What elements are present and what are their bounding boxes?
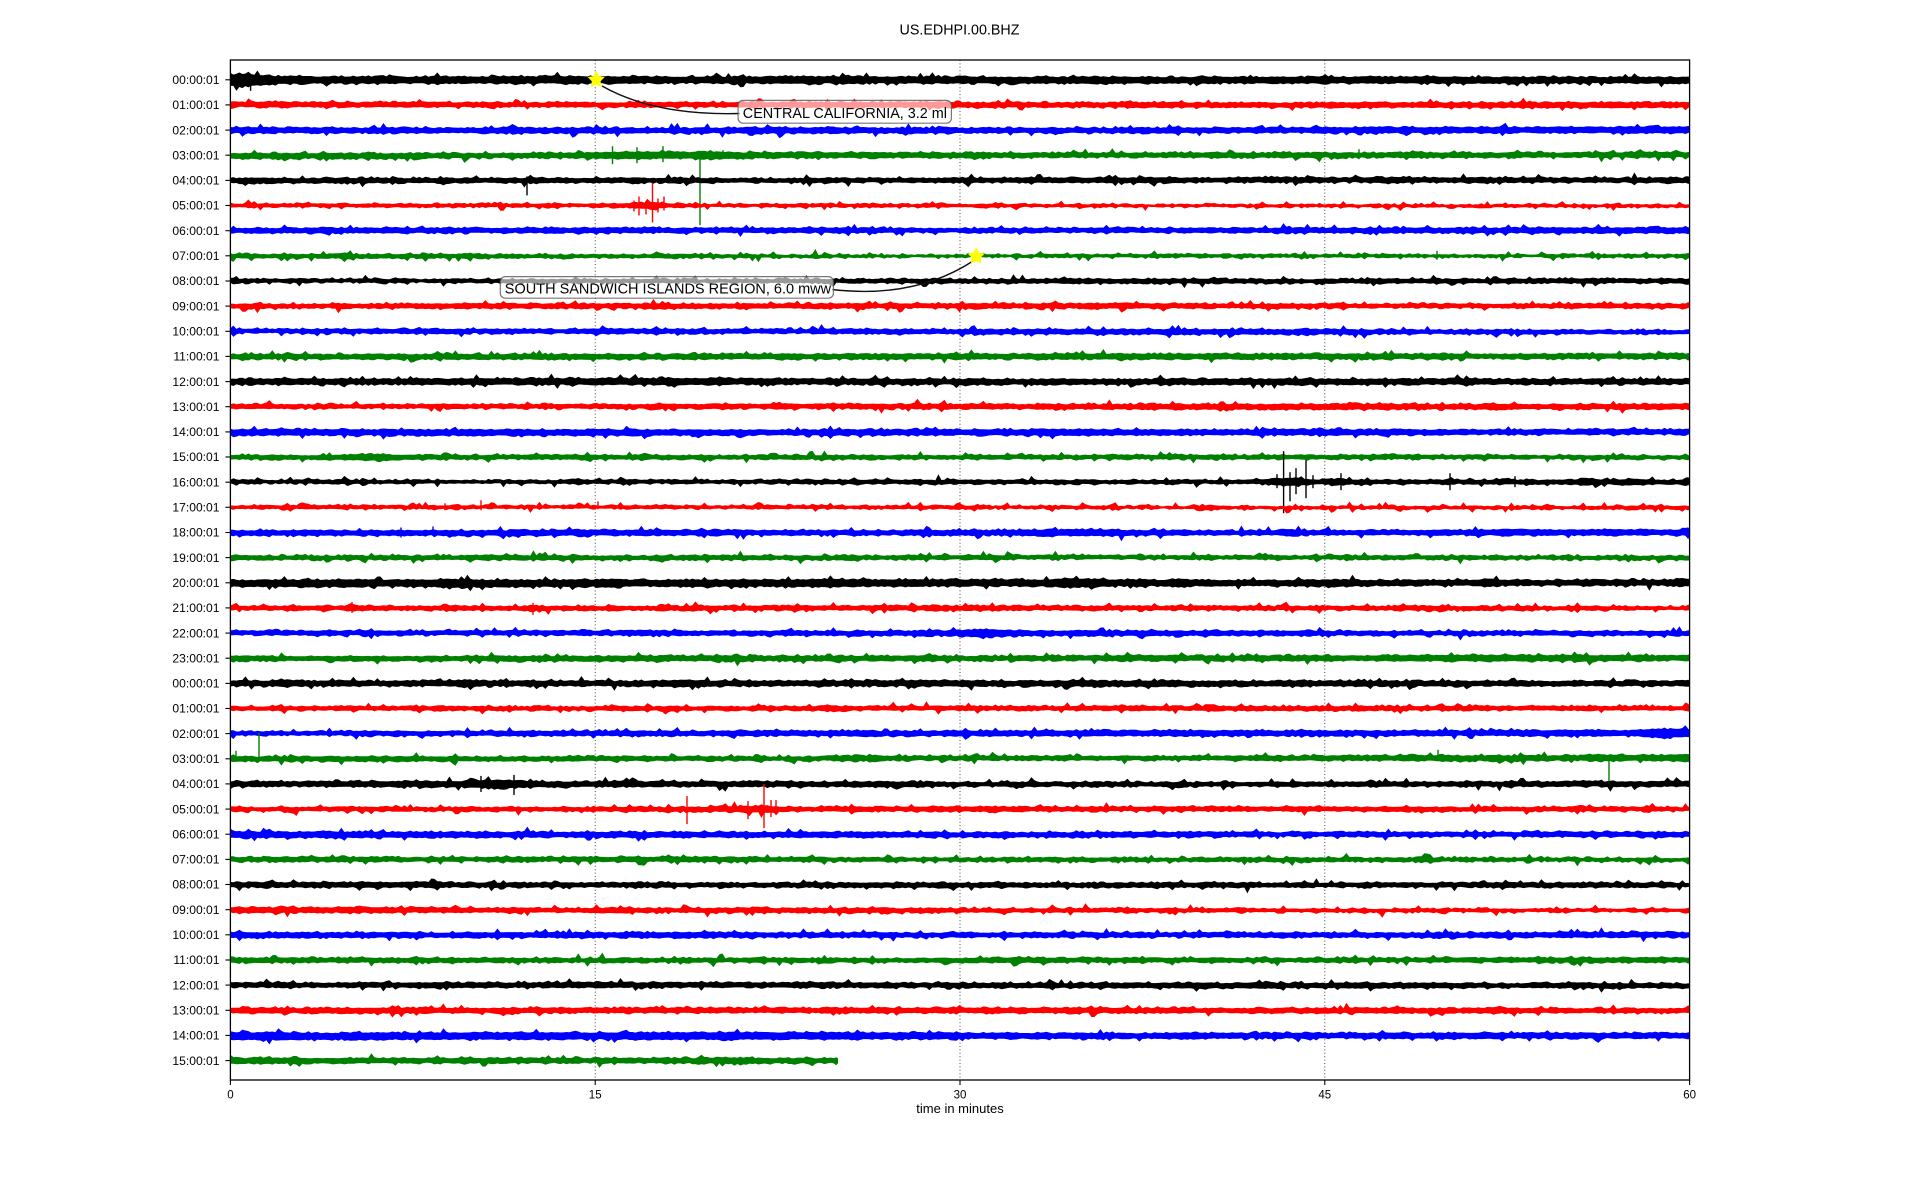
svg-text:23:00:01: 23:00:01	[172, 651, 219, 665]
svg-text:SOUTH SANDWICH ISLANDS REGION,: SOUTH SANDWICH ISLANDS REGION, 6.0 mww	[505, 282, 832, 298]
svg-text:18:00:01: 18:00:01	[172, 526, 219, 540]
svg-text:11:00:01: 11:00:01	[173, 953, 219, 967]
svg-text:45: 45	[1318, 1089, 1331, 1101]
svg-text:08:00:01: 08:00:01	[172, 274, 219, 288]
svg-text:CENTRAL CALIFORNIA, 3.2 ml: CENTRAL CALIFORNIA, 3.2 ml	[743, 106, 947, 122]
svg-text:14:00:01: 14:00:01	[172, 1029, 219, 1043]
svg-text:10:00:01: 10:00:01	[172, 928, 219, 942]
svg-text:13:00:01: 13:00:01	[172, 1004, 219, 1018]
svg-text:16:00:01: 16:00:01	[172, 475, 219, 489]
svg-text:20:00:01: 20:00:01	[172, 576, 219, 590]
svg-text:22:00:01: 22:00:01	[172, 626, 219, 640]
svg-text:15:00:01: 15:00:01	[172, 450, 219, 464]
svg-text:01:00:01: 01:00:01	[172, 702, 219, 716]
svg-text:05:00:01: 05:00:01	[172, 802, 219, 816]
svg-text:14:00:01: 14:00:01	[172, 425, 219, 439]
svg-text:17:00:01: 17:00:01	[172, 501, 219, 515]
svg-text:12:00:01: 12:00:01	[172, 375, 219, 389]
svg-text:21:00:01: 21:00:01	[172, 601, 219, 615]
svg-text:US.EDHPI.00.BHZ: US.EDHPI.00.BHZ	[900, 22, 1020, 38]
svg-text:02:00:01: 02:00:01	[172, 727, 219, 741]
svg-text:15: 15	[589, 1089, 602, 1101]
svg-text:05:00:01: 05:00:01	[172, 199, 219, 213]
svg-text:09:00:01: 09:00:01	[172, 299, 219, 313]
svg-text:09:00:01: 09:00:01	[172, 903, 219, 917]
svg-text:12:00:01: 12:00:01	[172, 978, 219, 992]
svg-text:06:00:01: 06:00:01	[172, 827, 219, 841]
svg-text:08:00:01: 08:00:01	[172, 878, 219, 892]
svg-text:03:00:01: 03:00:01	[172, 752, 219, 766]
svg-text:15:00:01: 15:00:01	[172, 1054, 219, 1068]
svg-text:07:00:01: 07:00:01	[172, 853, 219, 867]
svg-text:00:00:01: 00:00:01	[172, 677, 219, 691]
svg-text:30: 30	[954, 1089, 967, 1101]
svg-text:19:00:01: 19:00:01	[172, 551, 219, 565]
svg-text:02:00:01: 02:00:01	[172, 123, 219, 137]
svg-text:13:00:01: 13:00:01	[172, 400, 219, 414]
svg-text:11:00:01: 11:00:01	[173, 350, 219, 364]
svg-text:07:00:01: 07:00:01	[172, 249, 219, 263]
svg-text:01:00:01: 01:00:01	[172, 98, 219, 112]
svg-text:03:00:01: 03:00:01	[172, 148, 219, 162]
svg-text:60: 60	[1683, 1089, 1696, 1101]
svg-text:04:00:01: 04:00:01	[172, 777, 219, 791]
svg-text:time in minutes: time in minutes	[916, 1101, 1004, 1116]
svg-text:06:00:01: 06:00:01	[172, 224, 219, 238]
svg-text:10:00:01: 10:00:01	[172, 325, 219, 339]
svg-text:0: 0	[227, 1089, 233, 1101]
svg-text:00:00:01: 00:00:01	[172, 73, 219, 87]
svg-text:04:00:01: 04:00:01	[172, 174, 219, 188]
